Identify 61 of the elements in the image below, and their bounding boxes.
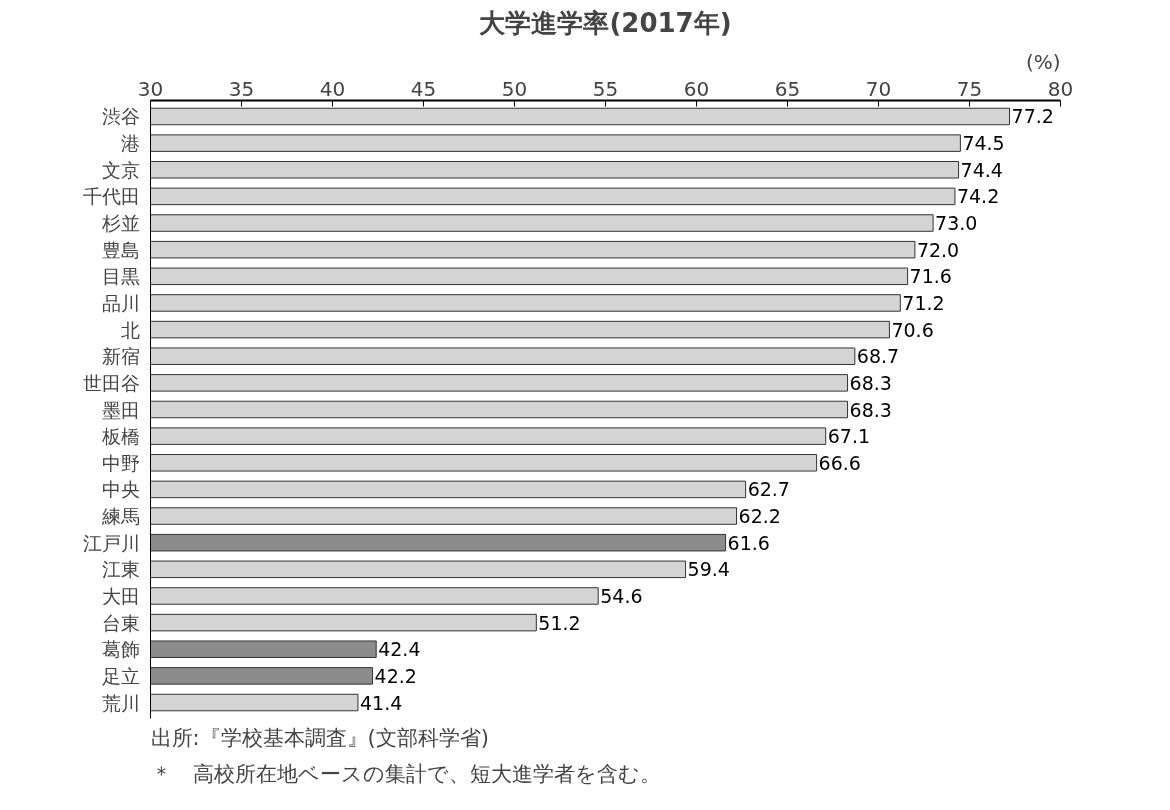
- y-tick-label: 品川: [101, 291, 140, 314]
- x-tick-label: 55: [592, 76, 619, 101]
- x-tick-label: 80: [1047, 76, 1074, 101]
- x-tick-label: 35: [228, 76, 255, 101]
- y-tick-label: 台東: [101, 611, 140, 634]
- data-label: 61.6: [727, 531, 770, 554]
- y-tick-label: 中央: [101, 478, 140, 501]
- data-label: 66.6: [818, 451, 861, 474]
- x-axis-title: (%): [1025, 49, 1061, 74]
- data-label: 68.3: [849, 371, 892, 394]
- y-tick-label: 墨田: [101, 398, 140, 421]
- data-label: 67.1: [827, 425, 871, 448]
- y-tick-label: 杉並: [100, 212, 140, 235]
- x-tick-label: 45: [410, 76, 437, 101]
- data-label: 74.4: [960, 158, 1003, 181]
- y-tick-label: 荒川: [101, 691, 140, 714]
- x-tick-label: 50: [501, 76, 528, 101]
- data-label: 68.7: [856, 345, 900, 368]
- data-label: 72.0: [916, 238, 960, 261]
- y-tick-label: 練馬: [100, 505, 140, 528]
- data-label: 42.4: [378, 638, 421, 661]
- y-tick-label: 豊島: [101, 238, 140, 261]
- y-tick-label: 江戸川: [82, 531, 140, 554]
- y-tick-label: 千代田: [82, 185, 140, 208]
- x-tick-label: 65: [774, 76, 801, 101]
- data-label: 71.2: [902, 291, 945, 314]
- y-tick-label: 目黒: [101, 265, 140, 288]
- y-tick-label: 世田谷: [82, 371, 140, 394]
- data-label: 42.2: [374, 664, 417, 687]
- data-label: 41.4: [359, 691, 403, 714]
- y-tick-label: 中野: [101, 451, 140, 474]
- y-tick-label: 港: [120, 132, 140, 155]
- y-tick-label: 江東: [101, 558, 140, 581]
- text: ＊ 高校所在地ベースの集計で、短大進学者を含む。: [150, 761, 661, 786]
- data-label: 74.5: [962, 132, 1005, 155]
- text: 出所:『学校基本調査』(文部科学省): [150, 725, 489, 750]
- x-tick-label: 75: [956, 76, 983, 101]
- data-label: 62.2: [738, 505, 781, 528]
- data-label: 59.4: [687, 558, 730, 581]
- data-label: 68.3: [849, 398, 892, 421]
- y-tick-label: 新宿: [101, 345, 140, 368]
- y-tick-label: 文京: [101, 158, 140, 181]
- y-tick-label: 足立: [101, 664, 140, 687]
- y-tick-label: 葛飾: [101, 638, 140, 661]
- data-label: 71.6: [909, 265, 952, 288]
- data-label: 54.6: [600, 584, 643, 607]
- y-tick-label: 板橋: [100, 425, 140, 448]
- y-tick-label: 大田: [101, 584, 140, 607]
- data-label: 73.0: [935, 212, 978, 235]
- data-label: 77.2: [1011, 105, 1054, 128]
- x-tick-label: 40: [319, 76, 346, 101]
- data-label: 74.2: [956, 185, 1000, 208]
- chart-title: 大学進学率(2017年): [479, 7, 732, 38]
- x-tick-label: 60: [683, 76, 710, 101]
- x-tick-label: 70: [865, 76, 892, 101]
- data-label: 70.6: [891, 318, 934, 341]
- data-label: 51.2: [538, 611, 581, 634]
- y-tick-label: 渋谷: [101, 105, 140, 128]
- x-tick-label: 30: [137, 76, 164, 101]
- data-label: 62.7: [747, 478, 790, 501]
- y-tick-label: 北: [120, 318, 140, 341]
